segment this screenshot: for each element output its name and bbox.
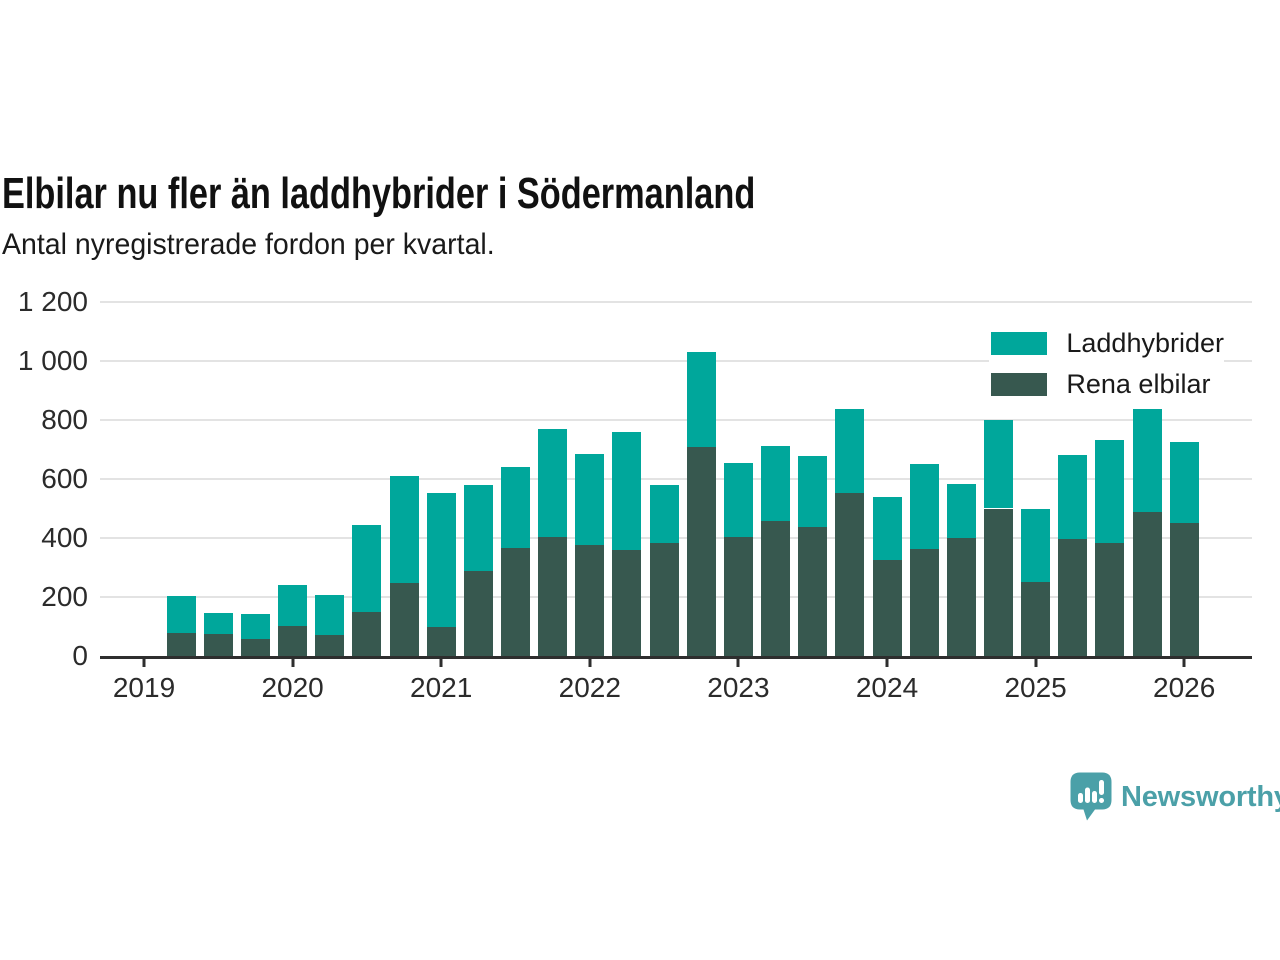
chart-subtitle: Antal nyregistrerade fordon per kvartal. (2, 228, 495, 261)
bar-segment-rena-elbilar (649, 543, 679, 656)
bar-segment-laddhybrider (723, 463, 753, 537)
bar-segment-rena-elbilar (612, 550, 642, 656)
x-axis-tick-label: 2020 (261, 672, 324, 703)
bar-segment-rena-elbilar (761, 520, 791, 656)
bar-segment-rena-elbilar (166, 632, 196, 656)
legend-swatch-laddhybrider (991, 332, 1048, 355)
bar-segment-laddhybrider (166, 596, 196, 633)
bar-segment-laddhybrider (426, 492, 456, 627)
x-axis-tick-label: 2022 (558, 672, 621, 703)
x-axis-tick-label: 2021 (410, 672, 473, 703)
bar-segment-laddhybrider (798, 455, 828, 527)
bar-segment-rena-elbilar (575, 545, 605, 656)
bar-segment-rena-elbilar (501, 548, 530, 656)
bar-segment-laddhybrider (315, 594, 345, 636)
bar-segment-laddhybrider (1021, 509, 1051, 582)
bar-segment-rena-elbilar (278, 626, 308, 656)
y-axis-tick-label: 1 000 (17, 345, 88, 376)
bar-segment-laddhybrider (835, 409, 865, 493)
bar-segment-laddhybrider (1058, 455, 1088, 539)
bar-segment-laddhybrider (463, 484, 493, 572)
bar-segment-laddhybrider (575, 454, 605, 546)
x-axis-tick-label: 2019 (112, 672, 176, 703)
x-axis-tick-label: 2023 (707, 672, 770, 703)
bar-segment-laddhybrider (203, 612, 233, 634)
bar-segment-laddhybrider (612, 432, 642, 551)
bar-segment-rena-elbilar (315, 635, 345, 656)
bar-segment-rena-elbilar (909, 549, 939, 656)
bar-segment-laddhybrider (1095, 440, 1125, 543)
x-axis-tick-mark (439, 659, 443, 667)
x-axis-tick-mark (1034, 659, 1038, 667)
bar-segment-rena-elbilar (1169, 523, 1199, 656)
legend-label-rena-elbilar: Rena elbilar (1066, 369, 1211, 399)
gridline (100, 478, 1252, 480)
bar-segment-laddhybrider (1132, 409, 1162, 513)
bar-segment-rena-elbilar (240, 639, 270, 656)
bar-segment-rena-elbilar (686, 446, 716, 656)
legend-item-rena-elbilar: Rena elbilar (991, 369, 1224, 400)
bar-segment-laddhybrider (278, 584, 308, 627)
bar-segment-rena-elbilar (983, 508, 1013, 656)
gridline (100, 419, 1252, 421)
bar-segment-laddhybrider (649, 485, 679, 544)
chart-title: Elbilar nu fler än laddhybrider i Söderm… (2, 169, 756, 219)
bar-segment-laddhybrider (686, 351, 716, 447)
newsworthy-icon (1070, 772, 1112, 821)
bar-segment-laddhybrider (761, 445, 791, 521)
bar-segment-laddhybrider (872, 496, 902, 561)
bar-segment-rena-elbilar (872, 560, 902, 656)
x-axis-tick-mark (736, 659, 740, 667)
bar-segment-laddhybrider (389, 476, 419, 584)
bar-segment-rena-elbilar (946, 537, 976, 656)
bar-segment-laddhybrider (352, 524, 382, 613)
bar-segment-laddhybrider (1169, 441, 1199, 524)
bar-segment-laddhybrider (983, 420, 1013, 509)
newsworthy-wordmark: Newsworthy (1121, 780, 1280, 813)
y-axis-tick-label: 800 (41, 404, 88, 435)
legend-label-laddhybrider: Laddhybrider (1066, 328, 1224, 358)
bar-segment-laddhybrider (909, 464, 939, 550)
bar-segment-rena-elbilar (352, 612, 382, 656)
y-axis-tick-label: 0 (72, 640, 88, 671)
bar-segment-laddhybrider (946, 484, 976, 538)
x-axis-tick-label: 2026 (1153, 672, 1216, 703)
gridline (100, 360, 1252, 362)
y-axis-tick-label: 600 (41, 463, 88, 494)
bar-segment-rena-elbilar (1021, 581, 1051, 656)
x-axis-tick-mark (885, 659, 889, 667)
plot-area: Laddhybrider Rena elbilar 0 200 400 600 800 1… (18, 288, 1252, 703)
bar-segment-rena-elbilar (389, 583, 419, 656)
bar-segment-laddhybrider (240, 614, 270, 640)
bar-segment-rena-elbilar (835, 492, 865, 656)
x-axis-tick-label: 2024 (855, 672, 919, 703)
y-axis-tick-label: 200 (41, 581, 88, 612)
bar-segment-rena-elbilar (1095, 542, 1125, 656)
x-axis-tick-mark (291, 659, 295, 667)
newsworthy-logo: Newsworthy (1070, 772, 1280, 822)
legend-swatch-rena-elbilar (991, 373, 1048, 396)
bar-segment-rena-elbilar (1058, 538, 1088, 656)
bar-segment-laddhybrider (538, 428, 568, 537)
y-axis-tick-label: 1 200 (17, 286, 88, 317)
y-axis-tick-label: 400 (41, 522, 88, 553)
bar-segment-rena-elbilar (203, 633, 233, 656)
bar-segment-rena-elbilar (426, 626, 456, 656)
gridline (100, 301, 1252, 303)
bar-segment-rena-elbilar (538, 536, 568, 656)
legend: Laddhybrider Rena elbilar (989, 326, 1224, 402)
x-axis-tick-mark (588, 659, 592, 667)
x-axis-tick-mark (1182, 659, 1186, 667)
bar-segment-rena-elbilar (723, 536, 753, 656)
bar-segment-rena-elbilar (1132, 512, 1162, 656)
bar-segment-laddhybrider (501, 466, 530, 549)
x-axis-tick-mark (142, 659, 146, 667)
bar-segment-rena-elbilar (463, 571, 493, 656)
x-axis-tick-label: 2025 (1004, 672, 1067, 703)
bar-segment-rena-elbilar (798, 526, 828, 656)
legend-item-laddhybrider: Laddhybrider (991, 328, 1224, 359)
